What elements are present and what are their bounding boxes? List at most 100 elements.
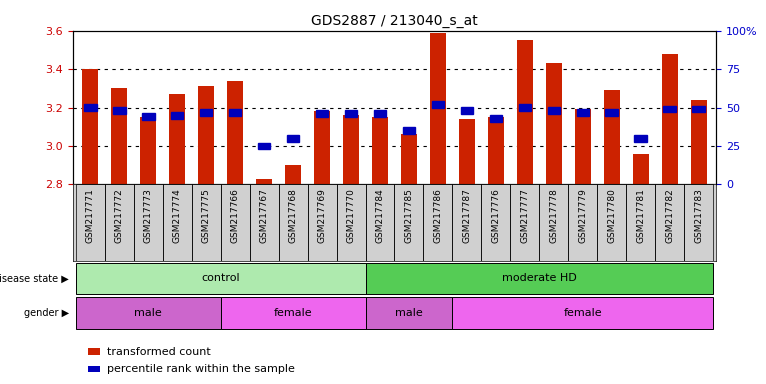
Bar [604,90,620,184]
Bar [76,184,105,261]
Bar [633,154,649,184]
Bar [76,297,221,328]
Text: GSM217772: GSM217772 [115,188,123,243]
Bar [577,109,589,116]
Text: female: female [273,308,313,318]
Text: GSM217786: GSM217786 [434,188,443,243]
Text: GSM217771: GSM217771 [86,188,95,243]
Text: control: control [201,273,240,283]
Text: GSM217767: GSM217767 [260,188,269,243]
Text: GSM217773: GSM217773 [144,188,152,243]
Bar [365,184,394,261]
Bar [198,86,214,184]
Bar [82,69,98,184]
Bar [285,165,301,184]
Bar [597,184,627,261]
Bar [343,115,359,184]
Bar [229,109,241,116]
Bar [403,127,415,134]
Bar [256,179,272,184]
Bar [488,117,504,184]
Bar [279,184,307,261]
Text: transformed count: transformed count [107,347,211,357]
Bar [372,117,388,184]
Bar [221,184,250,261]
Bar [460,107,473,114]
Text: male: male [134,308,162,318]
Text: female: female [564,308,602,318]
Text: GSM217777: GSM217777 [520,188,529,243]
Text: GSM217783: GSM217783 [694,188,703,243]
Text: gender ▶: gender ▶ [24,308,69,318]
Bar [113,107,126,114]
Bar [257,142,270,149]
Bar [548,107,560,114]
Text: GSM217779: GSM217779 [578,188,588,243]
Text: percentile rank within the sample: percentile rank within the sample [107,364,295,374]
Bar [663,106,676,113]
Text: GSM217778: GSM217778 [549,188,558,243]
Bar [142,113,155,120]
Text: GSM217782: GSM217782 [666,188,674,243]
Bar [374,110,386,117]
Bar [453,184,482,261]
Bar [453,297,713,328]
Bar [365,263,713,294]
Bar [568,184,597,261]
Text: GSM217766: GSM217766 [231,188,240,243]
Bar [546,63,562,184]
Bar [316,110,329,117]
Bar [430,33,446,184]
Title: GDS2887 / 213040_s_at: GDS2887 / 213040_s_at [311,14,478,28]
Bar [510,184,539,261]
Bar [314,111,330,184]
Text: GSM217780: GSM217780 [607,188,617,243]
Text: GSM217776: GSM217776 [492,188,500,243]
Bar [192,184,221,261]
Bar [200,109,212,116]
Bar [424,184,453,261]
Bar [459,119,475,184]
Bar [394,184,424,261]
Bar [307,184,336,261]
Text: GSM217774: GSM217774 [172,188,182,243]
Text: GSM217787: GSM217787 [463,188,471,243]
Bar [286,135,300,142]
Bar [105,184,133,261]
Bar [627,184,656,261]
Text: disease state ▶: disease state ▶ [0,273,69,283]
Bar [169,94,185,184]
Bar [83,104,97,111]
Bar [171,112,184,119]
Bar [345,110,358,117]
Bar [684,184,713,261]
Bar [575,109,591,184]
Bar [365,297,453,328]
Text: GSM217768: GSM217768 [289,188,297,243]
Bar [691,100,707,184]
Bar [227,81,243,184]
Text: male: male [395,308,423,318]
Text: GSM217784: GSM217784 [375,188,385,243]
Bar [634,135,647,142]
Bar [539,184,568,261]
Bar [656,184,684,261]
Bar [250,184,279,261]
Text: GSM217785: GSM217785 [404,188,414,243]
Bar [431,101,444,108]
Bar [489,115,502,122]
Text: GSM217775: GSM217775 [201,188,211,243]
Text: GSM217770: GSM217770 [346,188,355,243]
Text: moderate HD: moderate HD [502,273,577,283]
Bar [111,88,127,184]
Bar [605,109,618,116]
Bar [162,184,192,261]
Text: GSM217781: GSM217781 [637,188,645,243]
Bar [519,104,532,111]
Text: GSM217769: GSM217769 [318,188,326,243]
Bar [662,54,678,184]
Bar [482,184,510,261]
Bar [133,184,162,261]
Bar [221,297,365,328]
Bar [517,40,533,184]
